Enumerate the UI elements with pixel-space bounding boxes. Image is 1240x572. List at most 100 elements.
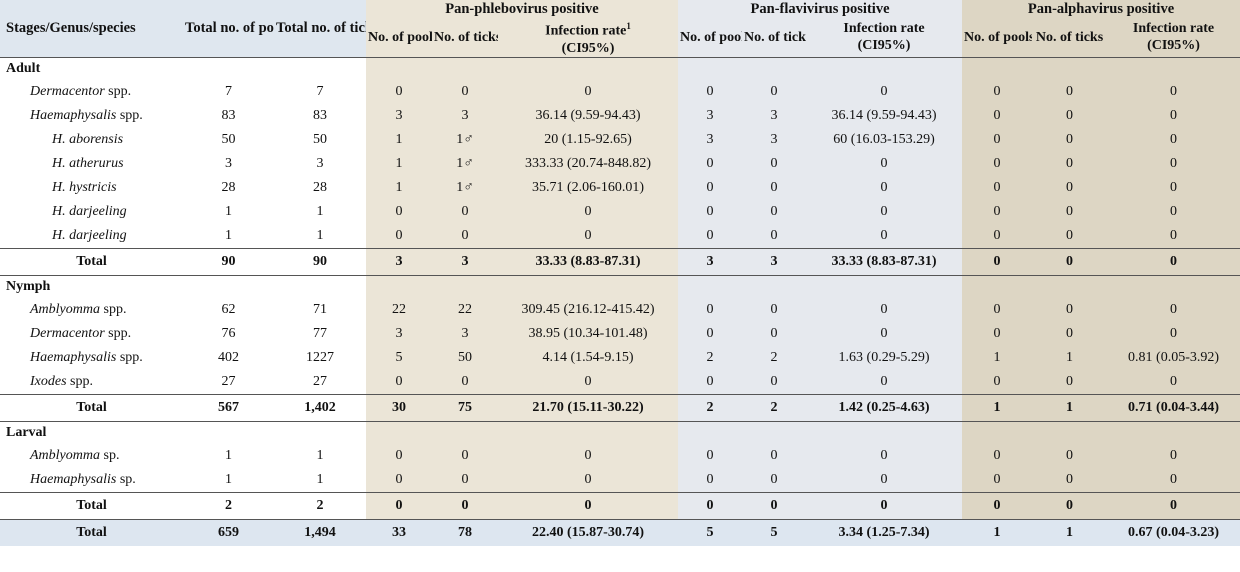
grand-total-row: Total 659 1,494 33 78 22.40 (15.87-30.74) 5 5 3.… bbox=[0, 518, 1240, 546]
cell-alpha-ticks: 0 bbox=[1032, 369, 1108, 395]
table-row: H. aborensis 50 50 1 1♂ 20 (1.15-92.65) 3 3 60 (… bbox=[0, 127, 1240, 152]
header-group-phlebovirus: Pan-phlebovirus positive bbox=[366, 0, 679, 18]
cell-total-pools: 1 bbox=[225, 447, 232, 463]
cell-phlebo-pools: 0 bbox=[366, 199, 432, 224]
cell-alpha-rate: 0.71 (0.04-3.44) bbox=[1107, 393, 1240, 422]
taxon-label: Haemaphysalis spp. bbox=[0, 346, 183, 370]
cell-total-pools: 28 bbox=[221, 179, 236, 195]
cell-total-pools: 402 bbox=[218, 349, 239, 365]
cell-phlebo-ticks: 50 bbox=[432, 345, 498, 370]
cell-total-ticks: 50 bbox=[313, 131, 327, 147]
cell-total-ticks: 1 bbox=[316, 203, 324, 219]
cell-flavi-ticks: 0 bbox=[742, 79, 807, 104]
cell-total-pools: 83 bbox=[221, 107, 236, 123]
section-spacer-cell bbox=[1032, 420, 1108, 444]
cell-phlebo-ticks: 78 bbox=[432, 518, 498, 546]
cell-phlebo-pools: 30 bbox=[366, 393, 432, 422]
section-total-row: Total 2 2 0 0 0 0 0 0 0 0 0 bbox=[0, 491, 1240, 520]
cell-alpha-pools: 0 bbox=[962, 127, 1033, 152]
cell-flavi-ticks: 0 bbox=[742, 223, 807, 249]
cell-flavi-rate: 3.34 (1.25-7.34) bbox=[806, 518, 963, 546]
cell-alpha-pools: 0 bbox=[962, 79, 1033, 104]
cell-phlebo-rate: 0 bbox=[498, 223, 679, 249]
cell-flavi-ticks: 0 bbox=[742, 175, 807, 200]
cell-phlebo-rate: 0 bbox=[498, 467, 679, 493]
cell-alpha-ticks: 0 bbox=[1032, 199, 1108, 224]
table-row: Haemaphysalis sp. 1 1 0 0 0 0 0 0 0 0 0 bbox=[0, 467, 1240, 493]
cell-total-pools: 7 bbox=[225, 83, 232, 99]
section-label: Nymph bbox=[0, 274, 366, 298]
cell-flavi-ticks: 0 bbox=[742, 297, 807, 322]
cell-flavi-rate: 33.33 (8.83-87.31) bbox=[806, 247, 963, 276]
cell-flavi-pools: 0 bbox=[678, 321, 743, 346]
cell-alpha-rate: 0 bbox=[1107, 297, 1240, 322]
section-spacer-cell bbox=[366, 420, 432, 444]
header-group-flavivirus: Pan-flavivirus positive bbox=[678, 0, 963, 18]
cell-phlebo-rate: 35.71 (2.06-160.01) bbox=[498, 175, 679, 200]
cell-alpha-pools: 0 bbox=[962, 223, 1033, 249]
section-spacer-cell bbox=[366, 274, 432, 298]
cell-total-ticks: 1 bbox=[316, 227, 324, 243]
cell-flavi-rate: 0 bbox=[806, 321, 963, 346]
cell-alpha-rate: 0 bbox=[1107, 151, 1240, 176]
cell-phlebo-ticks: 0 bbox=[432, 491, 498, 520]
cell-phlebo-rate: 20 (1.15-92.65) bbox=[498, 127, 679, 152]
header-group-alphavirus: Pan-alphavirus positive bbox=[962, 0, 1240, 18]
cell-alpha-pools: 0 bbox=[962, 151, 1033, 176]
header-alphavirus-infection-rate: Infection rate (CI95%) bbox=[1107, 18, 1240, 58]
section-spacer-cell bbox=[806, 274, 963, 298]
header-flavivirus-ticks: No. of ticks bbox=[742, 18, 807, 58]
cell-flavi-ticks: 0 bbox=[742, 491, 807, 520]
cell-flavi-rate: 0 bbox=[806, 297, 963, 322]
cell-alpha-rate: 0 bbox=[1107, 443, 1240, 468]
cell-flavi-rate: 0 bbox=[806, 199, 963, 224]
section-spacer-cell bbox=[432, 420, 498, 444]
table-row: H. hystricis 28 28 1 1♂ 35.71 (2.06-160.01) 0 0… bbox=[0, 175, 1240, 200]
section-spacer-cell bbox=[742, 56, 807, 80]
cell-flavi-ticks: 0 bbox=[742, 443, 807, 468]
cell-flavi-pools: 3 bbox=[678, 103, 743, 128]
table-row: H. darjeeling 1 1 0 0 0 0 0 0 0 0 0 bbox=[0, 199, 1240, 224]
cell-flavi-ticks: 0 bbox=[742, 467, 807, 493]
cell-alpha-rate: 0 bbox=[1107, 127, 1240, 152]
cell-flavi-rate: 0 bbox=[806, 223, 963, 249]
cell-total-ticks: 90 bbox=[274, 247, 366, 276]
cell-flavi-ticks: 0 bbox=[742, 199, 807, 224]
taxon-suffix: spp. bbox=[100, 301, 127, 317]
cell-total-ticks: 2 bbox=[274, 491, 366, 520]
taxon-suffix: spp. bbox=[104, 83, 132, 99]
grand-total-label: Total bbox=[0, 518, 183, 546]
cell-alpha-rate: 0 bbox=[1107, 247, 1240, 276]
header-alphavirus-ticks: No. of ticks bbox=[1032, 18, 1108, 58]
table-row: Dermacentor spp. 7 7 0 0 0 0 0 0 0 0 0 bbox=[0, 79, 1240, 104]
cell-phlebo-ticks: 3 bbox=[432, 103, 498, 128]
taxon-name: Haemaphysalis bbox=[30, 107, 117, 123]
cell-flavi-rate: 0 bbox=[806, 369, 963, 395]
cell-phlebo-rate: 309.45 (216.12-415.42) bbox=[498, 297, 679, 322]
taxon-label: Dermacentor spp. bbox=[0, 80, 183, 104]
cell-flavi-pools: 0 bbox=[678, 467, 743, 493]
cell-flavi-pools: 0 bbox=[678, 223, 743, 249]
table-header: Stages/Genus/species Total no. of pools … bbox=[0, 0, 1240, 58]
footnote-marker: 1 bbox=[626, 21, 631, 31]
section-spacer-cell bbox=[498, 274, 679, 298]
cell-total-pools: 2 bbox=[183, 491, 274, 520]
section-spacer-cell bbox=[962, 420, 1033, 444]
header-phlebovirus-pools: No. of pools bbox=[366, 18, 432, 58]
taxon-label: Dermacentor spp. bbox=[0, 322, 183, 346]
cell-phlebo-pools: 3 bbox=[366, 247, 432, 276]
cell-flavi-rate: 0 bbox=[806, 491, 963, 520]
ci95-label: (CI95%) bbox=[1147, 38, 1200, 54]
cell-phlebo-pools: 3 bbox=[366, 103, 432, 128]
cell-alpha-pools: 0 bbox=[962, 321, 1033, 346]
table-row: Haemaphysalis spp. 402 1227 5 50 4.14 (1.54-9… bbox=[0, 345, 1240, 370]
cell-phlebo-rate: 0 bbox=[498, 491, 679, 520]
section-spacer-cell bbox=[1107, 274, 1240, 298]
cell-alpha-ticks: 0 bbox=[1032, 247, 1108, 276]
section-spacer-cell bbox=[806, 56, 963, 80]
cell-alpha-pools: 0 bbox=[962, 103, 1033, 128]
cell-total-pools: 50 bbox=[221, 131, 236, 147]
cell-alpha-rate: 0 bbox=[1107, 467, 1240, 493]
ci95-label: (CI95%) bbox=[561, 40, 615, 56]
cell-flavi-pools: 0 bbox=[678, 369, 743, 395]
